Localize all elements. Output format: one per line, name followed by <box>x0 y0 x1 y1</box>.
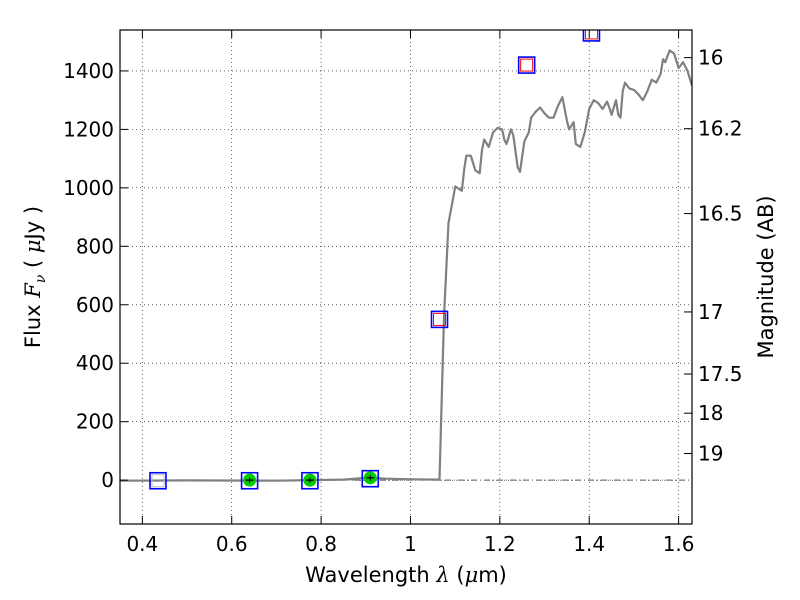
model-spectrum-line <box>120 49 692 482</box>
x-tick-label: 1 <box>404 532 417 556</box>
x-title-open: ( <box>450 563 465 587</box>
x-axis: 0.4 0.6 0.8 1 1.2 1.4 1.6 <box>126 30 695 556</box>
y-axis-title: Flux Fν ( μJy ) <box>21 206 49 348</box>
y-title-mu: μ <box>21 239 45 253</box>
model-flux-marker <box>301 471 319 490</box>
y-tick-label: 200 <box>76 410 114 434</box>
plot-background <box>120 30 692 524</box>
y-tick-label: 0 <box>101 468 114 492</box>
x-tick-label: 0.6 <box>216 532 248 556</box>
y2-axis: 16 16.2 16.5 17 17.5 18 19 <box>684 46 743 465</box>
plot-frame <box>119 29 693 525</box>
y-tick-label: 400 <box>76 351 114 375</box>
y2-tick-label: 18 <box>698 401 723 425</box>
y-title-unit: Jy ) <box>21 206 45 242</box>
x-axis-title: Wavelength λ (μm) <box>305 563 507 587</box>
model-flux-marker <box>240 471 259 490</box>
y-tick-label: 1000 <box>63 176 114 200</box>
y2-tick-label: 17 <box>698 300 723 324</box>
y-tick-label: 1200 <box>63 117 114 141</box>
plot-area <box>120 30 692 490</box>
model-flux-marker <box>149 471 167 490</box>
x-tick-label: 0.4 <box>126 532 158 556</box>
y-tick-label: 800 <box>76 234 114 258</box>
x-tick-label: 1.4 <box>573 532 605 556</box>
x-title-prefix: Wavelength <box>305 563 436 587</box>
y-title-middle: ( <box>21 253 45 275</box>
y2-tick-label: 16 <box>698 46 723 70</box>
observed-flux-square-marker <box>433 312 447 326</box>
model-flux-marker <box>582 30 601 42</box>
y2-tick-label: 19 <box>698 441 723 465</box>
observed-flux-square-marker <box>584 30 598 40</box>
model-flux-marker <box>361 469 380 488</box>
y2-tick-label: 17.5 <box>698 362 743 386</box>
x-tick-label: 1.2 <box>484 532 516 556</box>
y-tick-label: 600 <box>76 293 114 317</box>
y-tick-label: 1400 <box>63 59 114 83</box>
x-title-symbol: λ <box>435 563 449 587</box>
observed-flux-square-marker <box>520 58 534 72</box>
model-flux-marker <box>430 310 449 329</box>
y2-tick-label: 16.5 <box>698 202 743 226</box>
x-title-mu: μ <box>465 563 479 587</box>
x-tick-label: 1.6 <box>663 532 695 556</box>
y-title-symbol: F <box>21 282 45 299</box>
grid <box>120 30 692 524</box>
model-flux-marker <box>517 56 536 74</box>
upper-limit-marker <box>151 474 165 488</box>
y-axis: 0 200 400 600 800 1000 1200 1400 <box>63 59 128 492</box>
y-title-prefix: Flux <box>21 298 45 348</box>
x-title-unit: m) <box>478 563 507 587</box>
x-tick-label: 0.8 <box>305 532 337 556</box>
y2-tick-label: 16.2 <box>698 117 743 141</box>
y-title-subscript: ν <box>33 274 49 283</box>
y2-axis-title: Magnitude (AB) <box>754 195 778 358</box>
